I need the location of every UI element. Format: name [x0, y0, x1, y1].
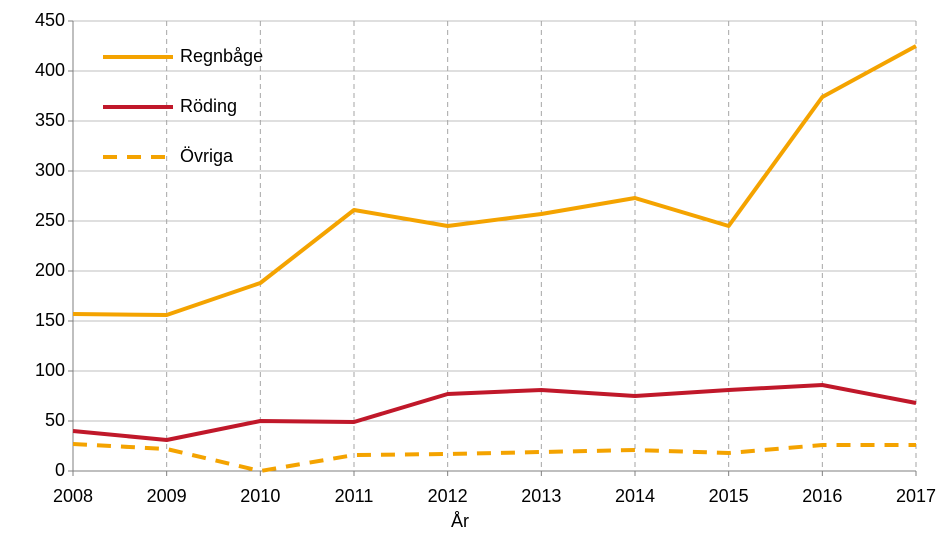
x-tick-label: 2010	[240, 486, 280, 506]
y-tick-label: 250	[35, 210, 65, 230]
y-tick-label: 150	[35, 310, 65, 330]
legend-label: Regnbåge	[180, 46, 263, 66]
x-tick-label: 2013	[521, 486, 561, 506]
y-tick-label: 200	[35, 260, 65, 280]
y-tick-label: 50	[45, 410, 65, 430]
y-tick-label: 100	[35, 360, 65, 380]
x-tick-label: 2012	[428, 486, 468, 506]
x-tick-label: 2014	[615, 486, 655, 506]
series-line	[72, 442, 916, 473]
y-tick-label: 350	[35, 110, 65, 130]
x-tick-label: 2016	[802, 486, 842, 506]
y-tick-label: 300	[35, 160, 65, 180]
series-line	[72, 44, 917, 317]
series-line	[72, 383, 917, 442]
x-axis-label: År	[451, 511, 469, 531]
legend-label: Röding	[180, 96, 237, 116]
legend-label: Övriga	[180, 146, 234, 166]
y-tick-label: 0	[55, 460, 65, 480]
x-tick-label: 2015	[709, 486, 749, 506]
x-tick-label: 2011	[335, 486, 374, 506]
x-tick-label: 2008	[53, 486, 93, 506]
y-tick-label: 400	[35, 60, 65, 80]
x-tick-label: 2009	[147, 486, 187, 506]
x-tick-label: 2017	[896, 486, 936, 506]
y-tick-label: 450	[35, 10, 65, 30]
